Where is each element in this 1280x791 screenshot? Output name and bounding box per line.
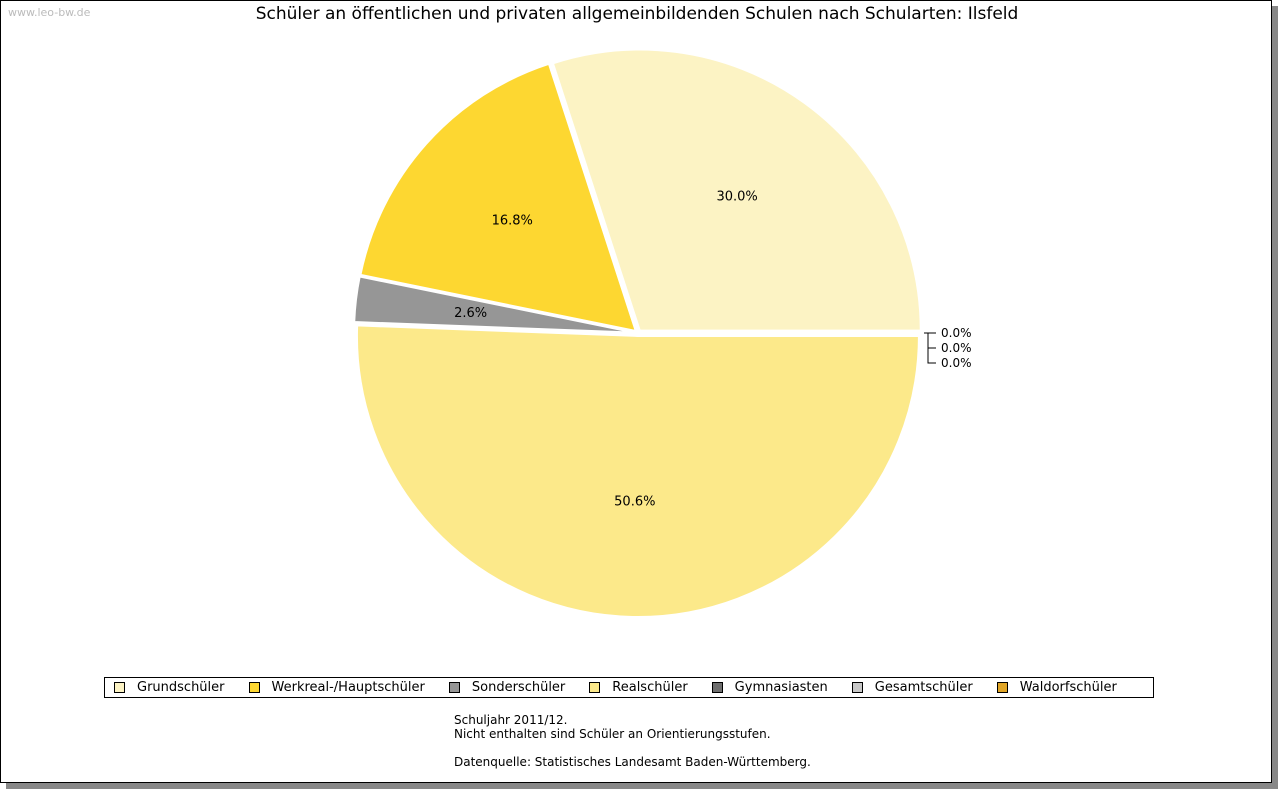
legend-item: Werkreal-/Hauptschüler bbox=[248, 680, 425, 695]
slice-label-5: 0.0% bbox=[941, 341, 972, 355]
legend-label: Waldorfschüler bbox=[1019, 680, 1117, 695]
leader-line-5 bbox=[927, 333, 936, 349]
legend-swatch bbox=[996, 682, 1008, 693]
note-source: Datenquelle: Statistisches Landesamt Bad… bbox=[454, 755, 811, 769]
legend-label: Grundschüler bbox=[137, 680, 225, 695]
slice-label-2: 2.6% bbox=[454, 306, 487, 321]
legend-label: Gymnasiasten bbox=[734, 680, 828, 695]
legend-item: Gymnasiasten bbox=[711, 680, 828, 695]
legend-item: Sonderschüler bbox=[448, 680, 566, 695]
slice-label-3: 50.6% bbox=[614, 495, 655, 510]
legend-item: Realschüler bbox=[589, 680, 688, 695]
notes: Schuljahr 2011/12. Nicht enthalten sind … bbox=[454, 713, 811, 769]
legend-label: Gesamtschüler bbox=[874, 680, 973, 695]
slice-label-1: 16.8% bbox=[492, 214, 533, 229]
legend-label: Realschüler bbox=[612, 680, 688, 695]
legend-swatch bbox=[711, 682, 723, 693]
legend-swatch bbox=[589, 682, 601, 693]
note-exclusion: Nicht enthalten sind Schüler an Orientie… bbox=[454, 727, 771, 741]
legend-item: Waldorfschüler bbox=[996, 680, 1117, 695]
legend-swatch bbox=[448, 682, 460, 693]
note-year: Schuljahr 2011/12. bbox=[454, 713, 568, 727]
leader-line-6 bbox=[927, 333, 936, 364]
legend-swatch bbox=[114, 682, 125, 693]
watermark: www.leo-bw.de bbox=[8, 6, 91, 19]
slice-label-4: 0.0% bbox=[941, 326, 972, 340]
slice-label-0: 30.0% bbox=[716, 190, 757, 205]
legend-label: Werkreal-/Hauptschüler bbox=[271, 680, 425, 695]
legend-swatch bbox=[851, 682, 863, 693]
pie-slice-0 bbox=[551, 48, 922, 332]
legend-swatch bbox=[248, 682, 260, 693]
pie-slice-2 bbox=[353, 275, 636, 334]
chart-title: Schüler an öffentlichen und privaten all… bbox=[255, 4, 1019, 24]
legend-item: Gesamtschüler bbox=[851, 680, 973, 695]
pie-slice-3 bbox=[355, 324, 920, 618]
pie-slice-1 bbox=[359, 62, 638, 333]
legend-label: Sonderschüler bbox=[471, 680, 566, 695]
legend: Grundschüler Werkreal-/Hauptschüler Sonder… bbox=[104, 677, 1154, 698]
slice-label-6: 0.0% bbox=[941, 356, 972, 370]
legend-item: Grundschüler bbox=[114, 680, 225, 695]
